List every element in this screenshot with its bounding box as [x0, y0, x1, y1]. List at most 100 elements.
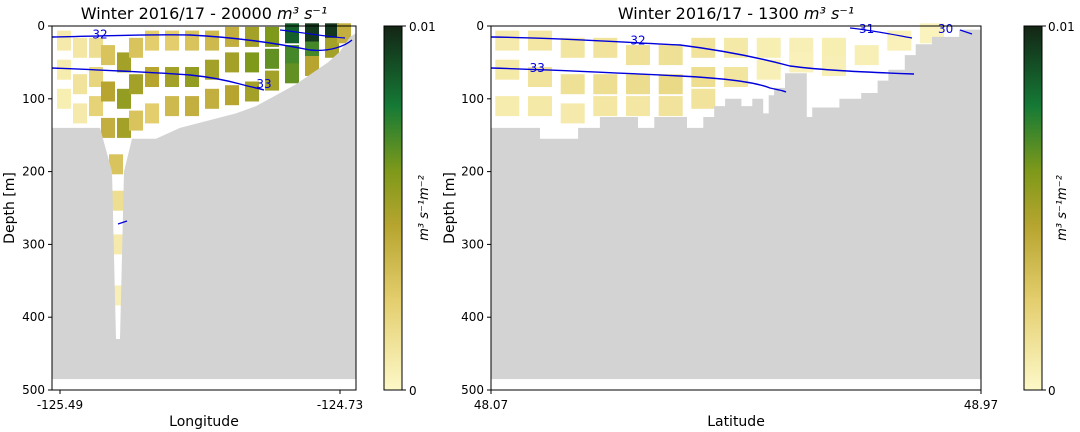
left-transport-cell — [285, 45, 299, 66]
left-transport-cell — [285, 23, 299, 44]
left-y-axis: 0 100 200 300 400 500 — [22, 19, 52, 397]
right-transport-cell — [495, 30, 520, 51]
left-transport-cell — [145, 103, 159, 124]
right-contour-31 — [849, 27, 913, 39]
left-chart: Winter 2016/17 - 20000 m³ s⁻¹ 32 33 0 100 2… — [2, 4, 436, 430]
left-transport-cell — [165, 67, 179, 87]
right-transport-cell — [593, 96, 618, 117]
right-contour-label: 30 — [938, 22, 953, 36]
left-x-axis-label: Longitude — [169, 414, 239, 430]
right-transport-cell — [658, 74, 683, 95]
left-transport-cell — [245, 26, 259, 47]
left-transport-cell — [205, 59, 219, 80]
left-transport-cell — [337, 23, 351, 44]
left-transport-cell — [117, 52, 131, 73]
left-transport-cell — [129, 74, 143, 95]
right-contour-label: 32 — [630, 34, 645, 48]
right-transport-cell — [626, 74, 650, 95]
left-colorbar-tick-min: 0 — [409, 384, 417, 398]
left-contour-label: 33 — [256, 77, 271, 91]
left-bathymetry — [52, 33, 356, 380]
right-transport-cells — [495, 23, 944, 124]
left-transport-cell — [265, 70, 279, 91]
left-transport-cell — [145, 30, 159, 51]
left-transport-cell — [185, 67, 199, 87]
left-colorbar-tick-max: 0.01 — [409, 20, 436, 34]
left-x-axis: -125.49 -124.73 Longitude — [37, 390, 363, 430]
right-contour-32 — [490, 36, 915, 75]
left-transport-cell — [185, 96, 199, 117]
left-transport-cell — [109, 154, 123, 175]
left-colorbar: 0.01 0 m³ s⁻¹m⁻² — [383, 20, 436, 398]
right-transport-cell — [626, 96, 650, 117]
right-chart-title: Winter 2016/17 - 1300 m³ s⁻¹ — [618, 4, 854, 23]
left-transport-cell — [57, 30, 71, 51]
right-transport-cell — [658, 96, 683, 117]
right-transport-cell — [887, 30, 912, 51]
right-contours — [490, 27, 973, 93]
left-y-axis-label: Depth [m] — [2, 172, 18, 244]
right-transport-cell — [822, 56, 846, 76]
right-transport-cell — [528, 30, 552, 51]
right-y-tick-label: 0 — [476, 19, 484, 33]
right-y-axis: 0 100 200 300 400 500 — [461, 19, 491, 397]
right-colorbar-gradient — [1023, 25, 1043, 391]
left-transport-cell — [57, 88, 71, 109]
left-transport-cell — [73, 37, 87, 58]
left-x-tick-min: -125.49 — [37, 398, 83, 412]
right-transport-cell — [854, 45, 879, 66]
left-plot-frame — [51, 25, 357, 391]
left-transport-cell — [117, 88, 131, 109]
right-x-tick-min: 48.07 — [474, 398, 508, 412]
right-colorbar: 0.01 0 m³ s⁻¹m⁻² — [1023, 20, 1075, 398]
right-contour-labels: 32 33 31 30 — [530, 22, 954, 75]
right-transport-cell — [724, 67, 748, 87]
left-y-tick-label: 400 — [22, 310, 45, 324]
left-transport-cell — [165, 96, 179, 117]
right-colorbar-tick-min: 0 — [1048, 384, 1056, 398]
left-transport-cell — [205, 88, 219, 109]
right-transport-cell — [528, 67, 552, 87]
left-transport-cell — [185, 30, 199, 51]
left-transport-cell — [165, 30, 179, 51]
right-x-axis: 48.07 48.97 Latitude — [474, 390, 998, 430]
right-transport-cell — [822, 37, 846, 58]
left-transport-cell — [111, 234, 125, 255]
left-transport-cell — [285, 63, 299, 84]
right-y-tick-label: 300 — [461, 237, 484, 251]
right-contour-label: 33 — [530, 61, 545, 75]
right-transport-cell — [528, 96, 552, 117]
left-contour-32 — [51, 34, 353, 52]
left-contours — [51, 29, 353, 225]
right-contour-30 — [959, 29, 973, 35]
right-chart: Winter 2016/17 - 1300 m³ s⁻¹ 32 33 31 30 0 1… — [442, 4, 1075, 430]
right-transport-cell — [593, 74, 618, 95]
left-transport-cell — [225, 26, 239, 47]
left-transport-cell — [265, 26, 279, 47]
right-plot-area: 32 33 31 30 — [490, 22, 982, 391]
left-y-tick-label: 200 — [22, 165, 45, 179]
right-y-tick-label: 100 — [461, 92, 484, 106]
left-colorbar-label: m³ s⁻¹m⁻² — [417, 175, 432, 241]
right-colorbar-label: m³ s⁻¹m⁻² — [1055, 175, 1070, 241]
right-transport-cell — [560, 103, 585, 124]
right-transport-cell — [658, 45, 683, 66]
left-transport-cell — [129, 110, 143, 131]
left-transport-cell — [73, 103, 87, 124]
right-transport-cell — [495, 59, 520, 80]
right-contour-label: 31 — [859, 22, 874, 36]
left-contour-label: 32 — [92, 28, 107, 42]
right-transport-cell — [756, 37, 781, 58]
left-y-tick-label: 300 — [22, 237, 45, 251]
right-y-tick-label: 200 — [461, 165, 484, 179]
left-transport-cell — [73, 74, 87, 95]
left-transport-cell — [245, 52, 259, 73]
left-x-tick-max: -124.73 — [317, 398, 363, 412]
left-plot-area: 32 33 — [51, 23, 357, 391]
right-transport-cell — [691, 88, 716, 109]
left-transport-cell — [225, 85, 239, 106]
right-transport-cell — [593, 37, 618, 58]
left-transport-cell — [265, 48, 279, 69]
left-y-tick-label: 0 — [37, 19, 45, 33]
